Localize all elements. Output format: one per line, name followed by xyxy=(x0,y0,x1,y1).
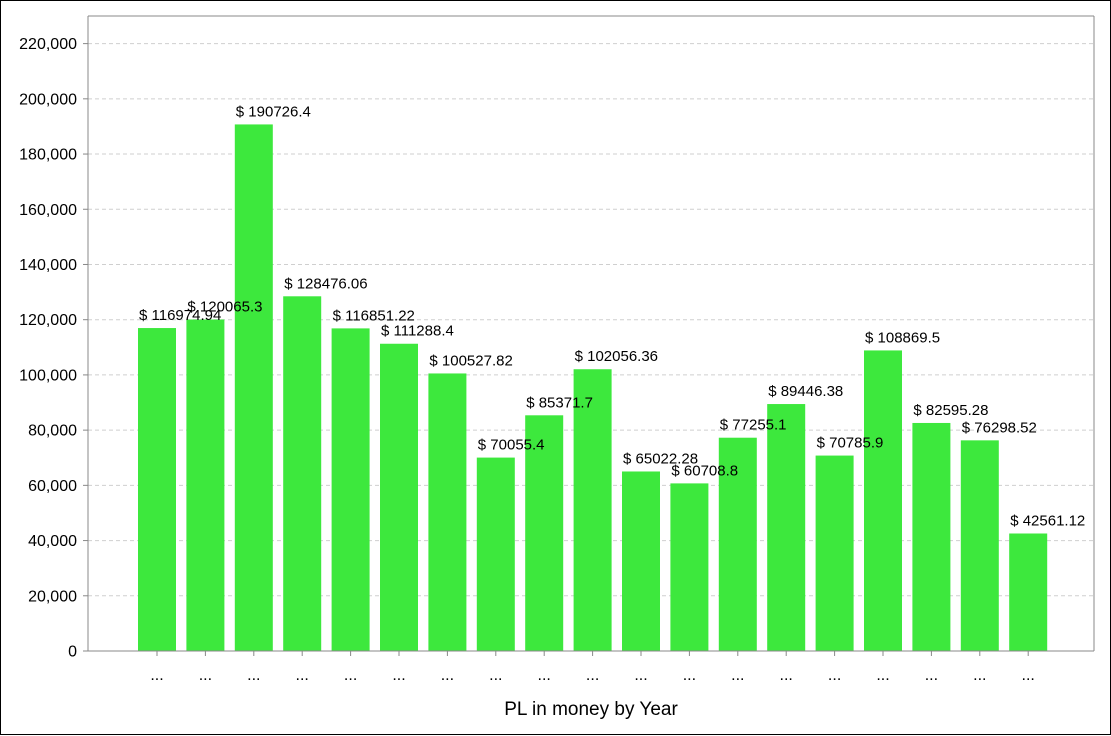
x-tick-label: ... xyxy=(247,667,260,684)
data-label: $ 85371.7 xyxy=(526,394,593,411)
bar xyxy=(1009,533,1048,651)
bar xyxy=(428,373,467,651)
bar xyxy=(186,319,225,651)
bar xyxy=(283,296,322,651)
y-tick-label: 40,000 xyxy=(28,533,77,550)
bar xyxy=(138,328,176,651)
y-tick-label: 220,000 xyxy=(19,36,77,53)
x-tick-label: ... xyxy=(973,667,986,684)
data-label: $ 100527.82 xyxy=(429,352,512,369)
bar xyxy=(476,457,515,651)
axes: 0 20,000 40,000 60,000 80,000 100,000 120,000 1… xyxy=(19,15,1095,684)
x-tick-label: ... xyxy=(392,667,405,684)
data-label: $ 65022.28 xyxy=(623,450,698,467)
data-label: $ 111288.4 xyxy=(381,323,454,340)
data-label: $ 70055.4 xyxy=(478,437,545,454)
bar xyxy=(718,437,757,651)
data-label: $ 76298.52 xyxy=(962,419,1037,436)
x-tick-label: ... xyxy=(150,667,163,684)
x-tick-label: ... xyxy=(538,667,551,684)
x-tick-label: ... xyxy=(731,667,744,684)
x-tick-label: ... xyxy=(489,667,502,684)
x-axis-title: PL in money by Year xyxy=(504,699,678,720)
data-label: $ 190726.4 xyxy=(236,103,311,120)
y-tick-label: 80,000 xyxy=(28,423,77,440)
y-tick-label: 20,000 xyxy=(28,588,77,605)
data-label: $ 120065.3 xyxy=(187,299,262,316)
y-tick-label: 200,000 xyxy=(19,91,77,108)
bar xyxy=(815,455,854,651)
x-tick-label: ... xyxy=(925,667,938,684)
data-label: $ 108869.5 xyxy=(865,329,940,346)
bar xyxy=(912,422,951,651)
y-tick-label: 0 xyxy=(68,644,77,661)
bars xyxy=(138,124,1048,652)
bar xyxy=(234,124,273,652)
x-tick-label: ... xyxy=(441,667,454,684)
x-tick-label: ... xyxy=(1022,667,1035,684)
data-label: $ 60708.8 xyxy=(671,462,738,479)
bar xyxy=(960,440,999,651)
x-tick-label: ... xyxy=(683,667,696,684)
data-labels: $ 116974.94$ 120065.3 $ 190726.4 $ 128476.… xyxy=(139,103,1085,529)
bar xyxy=(573,369,612,651)
y-tick-label: 160,000 xyxy=(19,202,77,219)
x-tick-label: ... xyxy=(876,667,889,684)
data-label: $ 116974.94 xyxy=(139,307,221,324)
data-label: $ 128476.06 xyxy=(284,275,367,292)
x-tick-label: ... xyxy=(199,667,212,684)
x-tick-label: ... xyxy=(828,667,841,684)
y-tick-label: 140,000 xyxy=(19,257,77,274)
x-tick-label: ... xyxy=(344,667,357,684)
bar xyxy=(864,350,902,651)
bar xyxy=(380,343,418,651)
x-tick-label: ... xyxy=(586,667,599,684)
data-label: $ 42561.12 xyxy=(1010,512,1085,529)
data-label: $ 116851.22 xyxy=(333,307,415,324)
data-label: $ 102056.36 xyxy=(575,348,658,365)
data-label: $ 70785.9 xyxy=(817,435,884,452)
y-tick-label: 180,000 xyxy=(19,147,77,164)
x-tick-label: ... xyxy=(780,667,793,684)
bar xyxy=(670,483,709,651)
bar xyxy=(622,471,660,651)
y-tick-label: 60,000 xyxy=(28,478,77,495)
bar xyxy=(525,415,564,651)
y-tick-label: 120,000 xyxy=(19,312,77,329)
bar xyxy=(767,404,806,651)
data-label: $ 89446.38 xyxy=(768,383,843,400)
y-tick-label: 100,000 xyxy=(19,367,77,384)
x-tick-label: ... xyxy=(634,667,647,684)
data-label: $ 77255.1 xyxy=(720,417,787,434)
data-label: $ 82595.28 xyxy=(913,402,988,419)
x-tick-label: ... xyxy=(296,667,309,684)
bar xyxy=(331,328,370,651)
